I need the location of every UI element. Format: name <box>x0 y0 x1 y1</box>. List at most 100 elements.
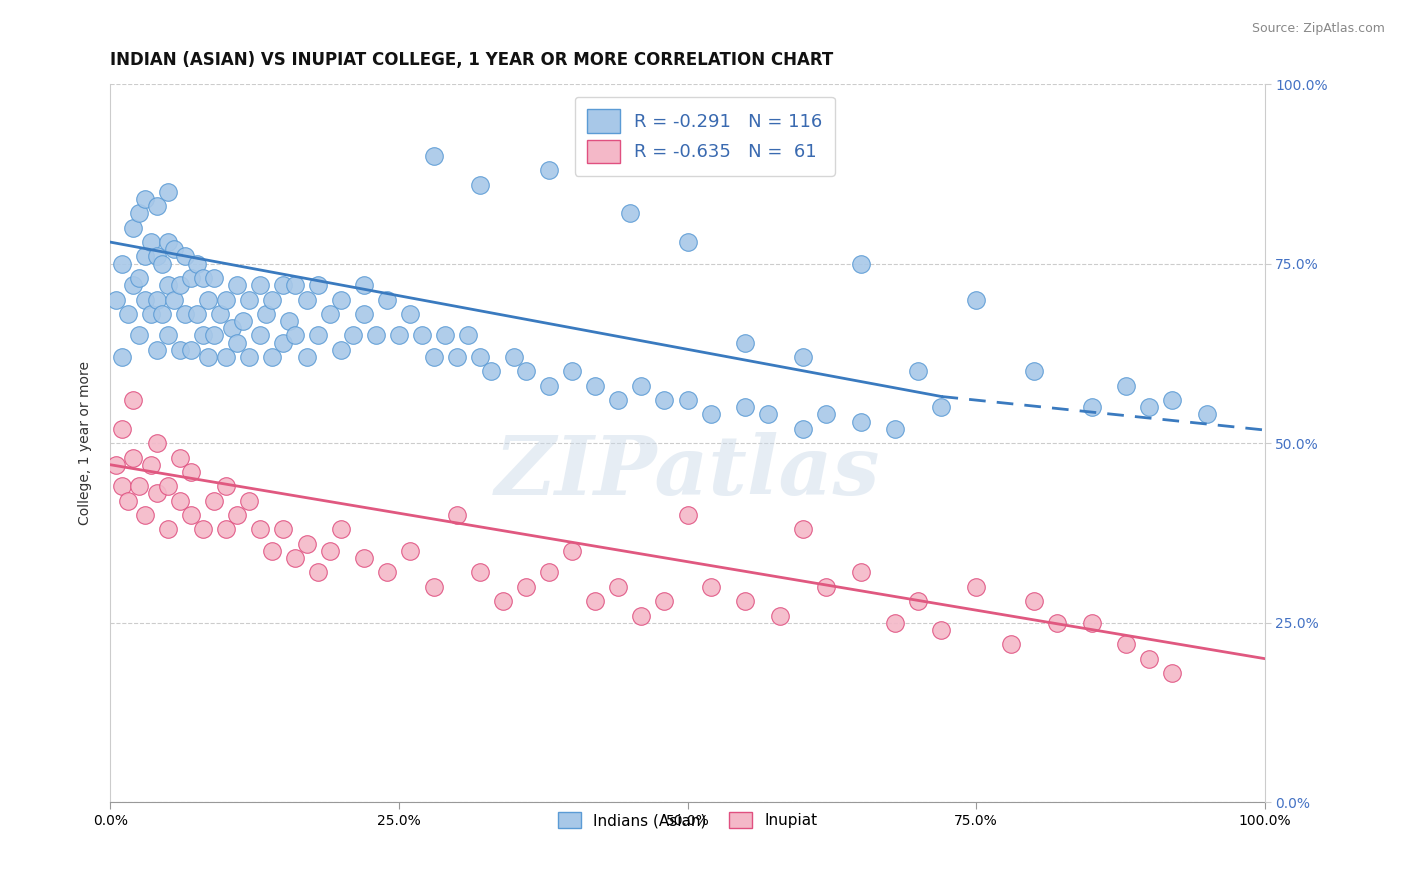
Point <box>330 522 353 536</box>
Point <box>699 408 721 422</box>
Point <box>377 566 399 580</box>
Point <box>145 343 167 357</box>
Point <box>128 479 150 493</box>
Point <box>619 206 641 220</box>
Point <box>139 307 162 321</box>
Point <box>676 508 699 522</box>
Point <box>105 458 128 472</box>
Point <box>422 149 444 163</box>
Point <box>307 566 329 580</box>
Point <box>208 307 231 321</box>
Point <box>197 293 219 307</box>
Point <box>318 544 340 558</box>
Point <box>221 321 243 335</box>
Point <box>295 350 318 364</box>
Point <box>180 508 202 522</box>
Point <box>157 479 180 493</box>
Point <box>792 522 814 536</box>
Point <box>150 257 173 271</box>
Point <box>849 566 872 580</box>
Point <box>1000 637 1022 651</box>
Point <box>117 493 139 508</box>
Point <box>434 328 457 343</box>
Point <box>295 537 318 551</box>
Point <box>134 250 156 264</box>
Point <box>849 415 872 429</box>
Point <box>399 307 422 321</box>
Point <box>654 393 676 408</box>
Point <box>249 278 271 293</box>
Point <box>1046 615 1069 630</box>
Point <box>169 278 191 293</box>
Point <box>232 314 254 328</box>
Point <box>537 566 560 580</box>
Point <box>1137 401 1160 415</box>
Point <box>128 328 150 343</box>
Point <box>561 364 583 378</box>
Point <box>191 522 214 536</box>
Point <box>699 580 721 594</box>
Point <box>169 343 191 357</box>
Point <box>226 508 249 522</box>
Point <box>226 335 249 350</box>
Point <box>174 250 197 264</box>
Point <box>163 293 186 307</box>
Point <box>446 508 468 522</box>
Point <box>1161 393 1184 408</box>
Point <box>422 350 444 364</box>
Point <box>630 608 652 623</box>
Point <box>122 393 145 408</box>
Point <box>377 293 399 307</box>
Point <box>145 199 167 213</box>
Point <box>815 408 838 422</box>
Point <box>180 465 202 479</box>
Point <box>202 328 225 343</box>
Point <box>1022 594 1045 608</box>
Point <box>468 350 491 364</box>
Point <box>515 364 537 378</box>
Point <box>1080 401 1102 415</box>
Legend: Indians (Asian), Inupiat: Indians (Asian), Inupiat <box>551 805 824 834</box>
Point <box>1161 665 1184 680</box>
Point <box>111 257 134 271</box>
Point <box>273 522 295 536</box>
Point <box>157 522 180 536</box>
Point <box>169 450 191 465</box>
Point <box>353 551 375 566</box>
Point <box>260 350 283 364</box>
Point <box>134 508 156 522</box>
Point <box>111 422 134 436</box>
Point <box>965 580 987 594</box>
Point <box>479 364 502 378</box>
Point <box>273 278 295 293</box>
Point <box>307 278 329 293</box>
Point <box>238 350 260 364</box>
Point <box>273 335 295 350</box>
Point <box>145 250 167 264</box>
Point <box>249 328 271 343</box>
Point <box>1137 651 1160 665</box>
Point <box>468 566 491 580</box>
Point <box>111 350 134 364</box>
Point <box>630 378 652 392</box>
Point <box>163 242 186 256</box>
Point <box>307 328 329 343</box>
Point <box>191 271 214 285</box>
Point <box>364 328 387 343</box>
Point <box>399 544 422 558</box>
Point <box>122 220 145 235</box>
Point <box>388 328 411 343</box>
Point <box>537 378 560 392</box>
Point <box>145 436 167 450</box>
Point <box>145 486 167 500</box>
Point <box>503 350 526 364</box>
Point <box>145 293 167 307</box>
Point <box>134 293 156 307</box>
Point <box>202 271 225 285</box>
Point <box>284 328 307 343</box>
Point <box>284 278 307 293</box>
Point <box>756 408 779 422</box>
Point <box>515 580 537 594</box>
Point <box>676 235 699 249</box>
Point <box>157 185 180 199</box>
